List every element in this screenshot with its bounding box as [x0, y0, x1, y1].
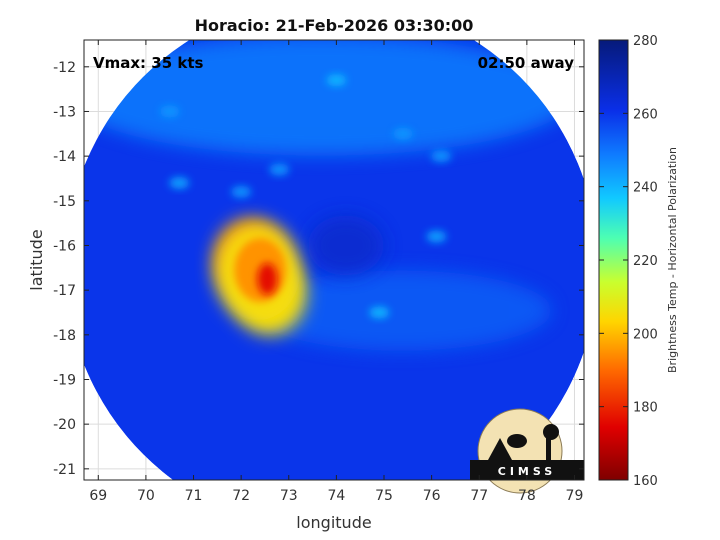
vmax-annotation: Vmax: 35 kts	[93, 54, 203, 72]
x-tick-label: 72	[232, 488, 250, 504]
logo-dish-icon	[488, 438, 512, 460]
x-tick-label: 73	[280, 488, 298, 504]
ticks: 69 70 71 72 73 74 75 76 77 78 79 -12 -13 -14 -15 -16 -17…	[53, 40, 584, 504]
x-tick-label: 71	[185, 488, 203, 504]
feature-4	[393, 127, 414, 140]
core-inner	[257, 262, 278, 295]
logo-text: CIMSS	[498, 465, 556, 478]
y-tick-label: -16	[53, 238, 76, 254]
x-tick-label: 78	[518, 488, 536, 504]
axes-frame	[83, 39, 585, 481]
logo-banner	[470, 460, 584, 480]
y-tick-label: -18	[53, 328, 76, 344]
x-tick-label: 76	[423, 488, 441, 504]
y-tick-label: -20	[53, 417, 76, 433]
y-tick-label: -15	[53, 194, 76, 210]
feature-10	[326, 74, 347, 87]
y-tick-label: -19	[53, 372, 76, 388]
logo-tower-icon	[546, 438, 551, 460]
feature-8	[231, 185, 252, 198]
colorbar-tick-label: 180	[633, 401, 658, 416]
features	[159, 74, 452, 335]
plot-area: Vmax: 35 kts 02:50 away CIMSS 69 70 71 72 73 74 7…	[53, 39, 585, 504]
annotations: Vmax: 35 kts 02:50 away	[93, 54, 574, 72]
feature-11	[159, 105, 180, 118]
swath-image	[84, 40, 584, 480]
y-tick-label: -21	[53, 462, 76, 478]
eye-region	[307, 215, 384, 276]
y-tick-label: -14	[53, 149, 76, 165]
y-tick-label: -12	[53, 60, 76, 76]
x-tick-label: 75	[375, 488, 393, 504]
cimss-logo: CIMSS	[470, 408, 584, 494]
colorbar-ticks: 160 180 200 220 240 260 280	[599, 34, 658, 489]
feature-9	[269, 163, 290, 176]
feature-6	[426, 230, 447, 243]
time-away-annotation: 02:50 away	[478, 54, 575, 72]
x-axis-label: longitude	[296, 513, 371, 532]
colorbar-tick-label: 240	[633, 181, 658, 196]
feature-7	[169, 176, 190, 189]
band-upper	[84, 40, 575, 156]
colorbar-tick-label: 280	[633, 34, 658, 49]
y-axis-label: latitude	[27, 229, 46, 290]
x-tick-label: 70	[137, 488, 155, 504]
colorbar-tick-label: 260	[633, 107, 658, 122]
y-tick-label: -13	[53, 104, 76, 120]
chart-title: Horacio: 21-Feb-2026 03:30:00	[195, 16, 474, 35]
x-tick-label: 79	[566, 488, 584, 504]
logo-tank-icon	[543, 424, 559, 440]
y-tick-label: -17	[53, 283, 76, 299]
x-tick-label: 77	[470, 488, 488, 504]
band-lower	[251, 270, 552, 351]
feature-3	[369, 306, 390, 319]
colorbar: 160 180 200 220 240 260 280 Brightness Temp - …	[598, 34, 679, 489]
colorbar-tick-label: 200	[633, 327, 658, 342]
feature-5	[431, 150, 452, 163]
swath-disk	[84, 40, 584, 480]
colorbar-tick-label: 220	[633, 254, 658, 269]
logo-radar-icon	[507, 434, 527, 448]
x-tick-label: 74	[327, 488, 345, 504]
x-tick-label: 69	[89, 488, 107, 504]
colorbar-tick-label: 160	[633, 474, 658, 489]
colorbar-label: Brightness Temp - Horizontal Polarizatio…	[666, 147, 679, 373]
